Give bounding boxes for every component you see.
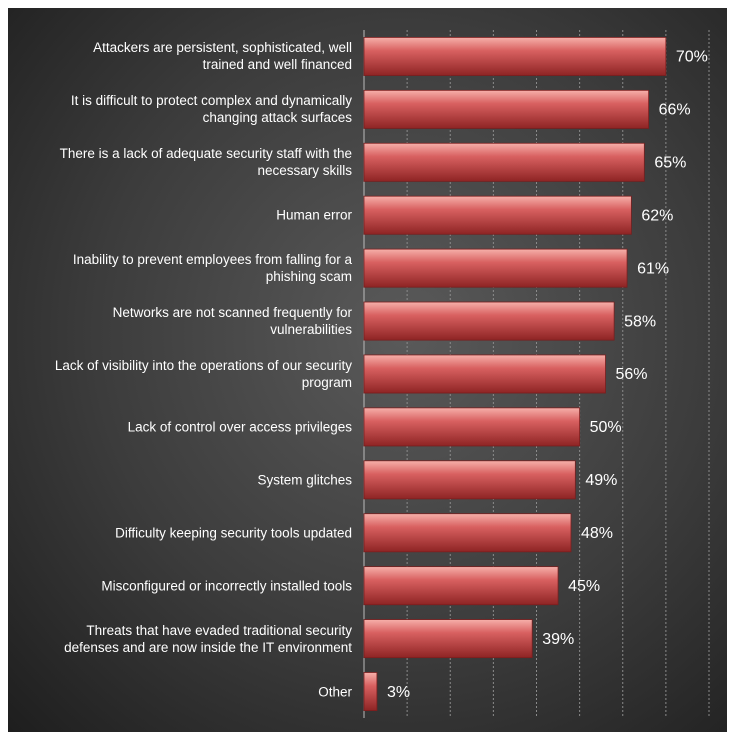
value-label: 50% (590, 419, 622, 436)
value-label: 66% (659, 102, 691, 119)
value-label: 56% (616, 366, 648, 383)
category-label: Networks are not scanned frequently for … (112, 305, 352, 338)
category-label: Lack of visibility into the operations o… (54, 358, 352, 390)
chart: 70% 66% 65% 62% 61% 58% 56% 50% 49% 48% 45% 39% 3% (363, 30, 710, 718)
category-label: Difficulty keeping security tools update… (115, 525, 352, 541)
category-label: It is difficult to protect complex and d… (70, 93, 352, 126)
category-label: There is a lack of adequate security sta… (59, 146, 352, 179)
bar (363, 460, 576, 500)
value-label: 70% (676, 49, 708, 66)
bar (363, 354, 606, 394)
bar (363, 672, 378, 711)
bar (363, 89, 650, 129)
category-label: Inability to prevent employees from fall… (72, 252, 352, 285)
chart-area: 70% 66% 65% 62% 61% 58% 56% 50% 49% 48% 45% 39% 3% A… (8, 8, 727, 732)
value-label: 58% (624, 313, 656, 330)
bar (363, 195, 632, 235)
category-label: Misconfigured or incorrectly installed t… (101, 578, 352, 594)
bar (363, 248, 628, 288)
bar (363, 37, 667, 76)
value-label: 62% (641, 207, 673, 224)
value-label: 45% (568, 578, 600, 595)
value-label: 39% (542, 631, 574, 648)
category-label: Other (318, 684, 352, 700)
bar (363, 407, 581, 447)
bar (363, 142, 645, 182)
value-label: 49% (585, 472, 617, 489)
value-label: 48% (581, 525, 613, 542)
bar (363, 513, 572, 553)
category-label: Human error (276, 207, 352, 223)
value-label: 65% (654, 155, 686, 172)
category-label: Threats that have evaded traditional sec… (64, 622, 352, 655)
category-label: System glitches (257, 472, 352, 488)
bar (363, 619, 533, 659)
category-label: Lack of control over access privileges (127, 419, 352, 435)
bar (363, 566, 559, 606)
bar (363, 301, 615, 341)
category-label: Attackers are persistent, sophisticated,… (93, 40, 352, 73)
value-label: 61% (637, 260, 669, 277)
value-label: 3% (387, 684, 410, 701)
